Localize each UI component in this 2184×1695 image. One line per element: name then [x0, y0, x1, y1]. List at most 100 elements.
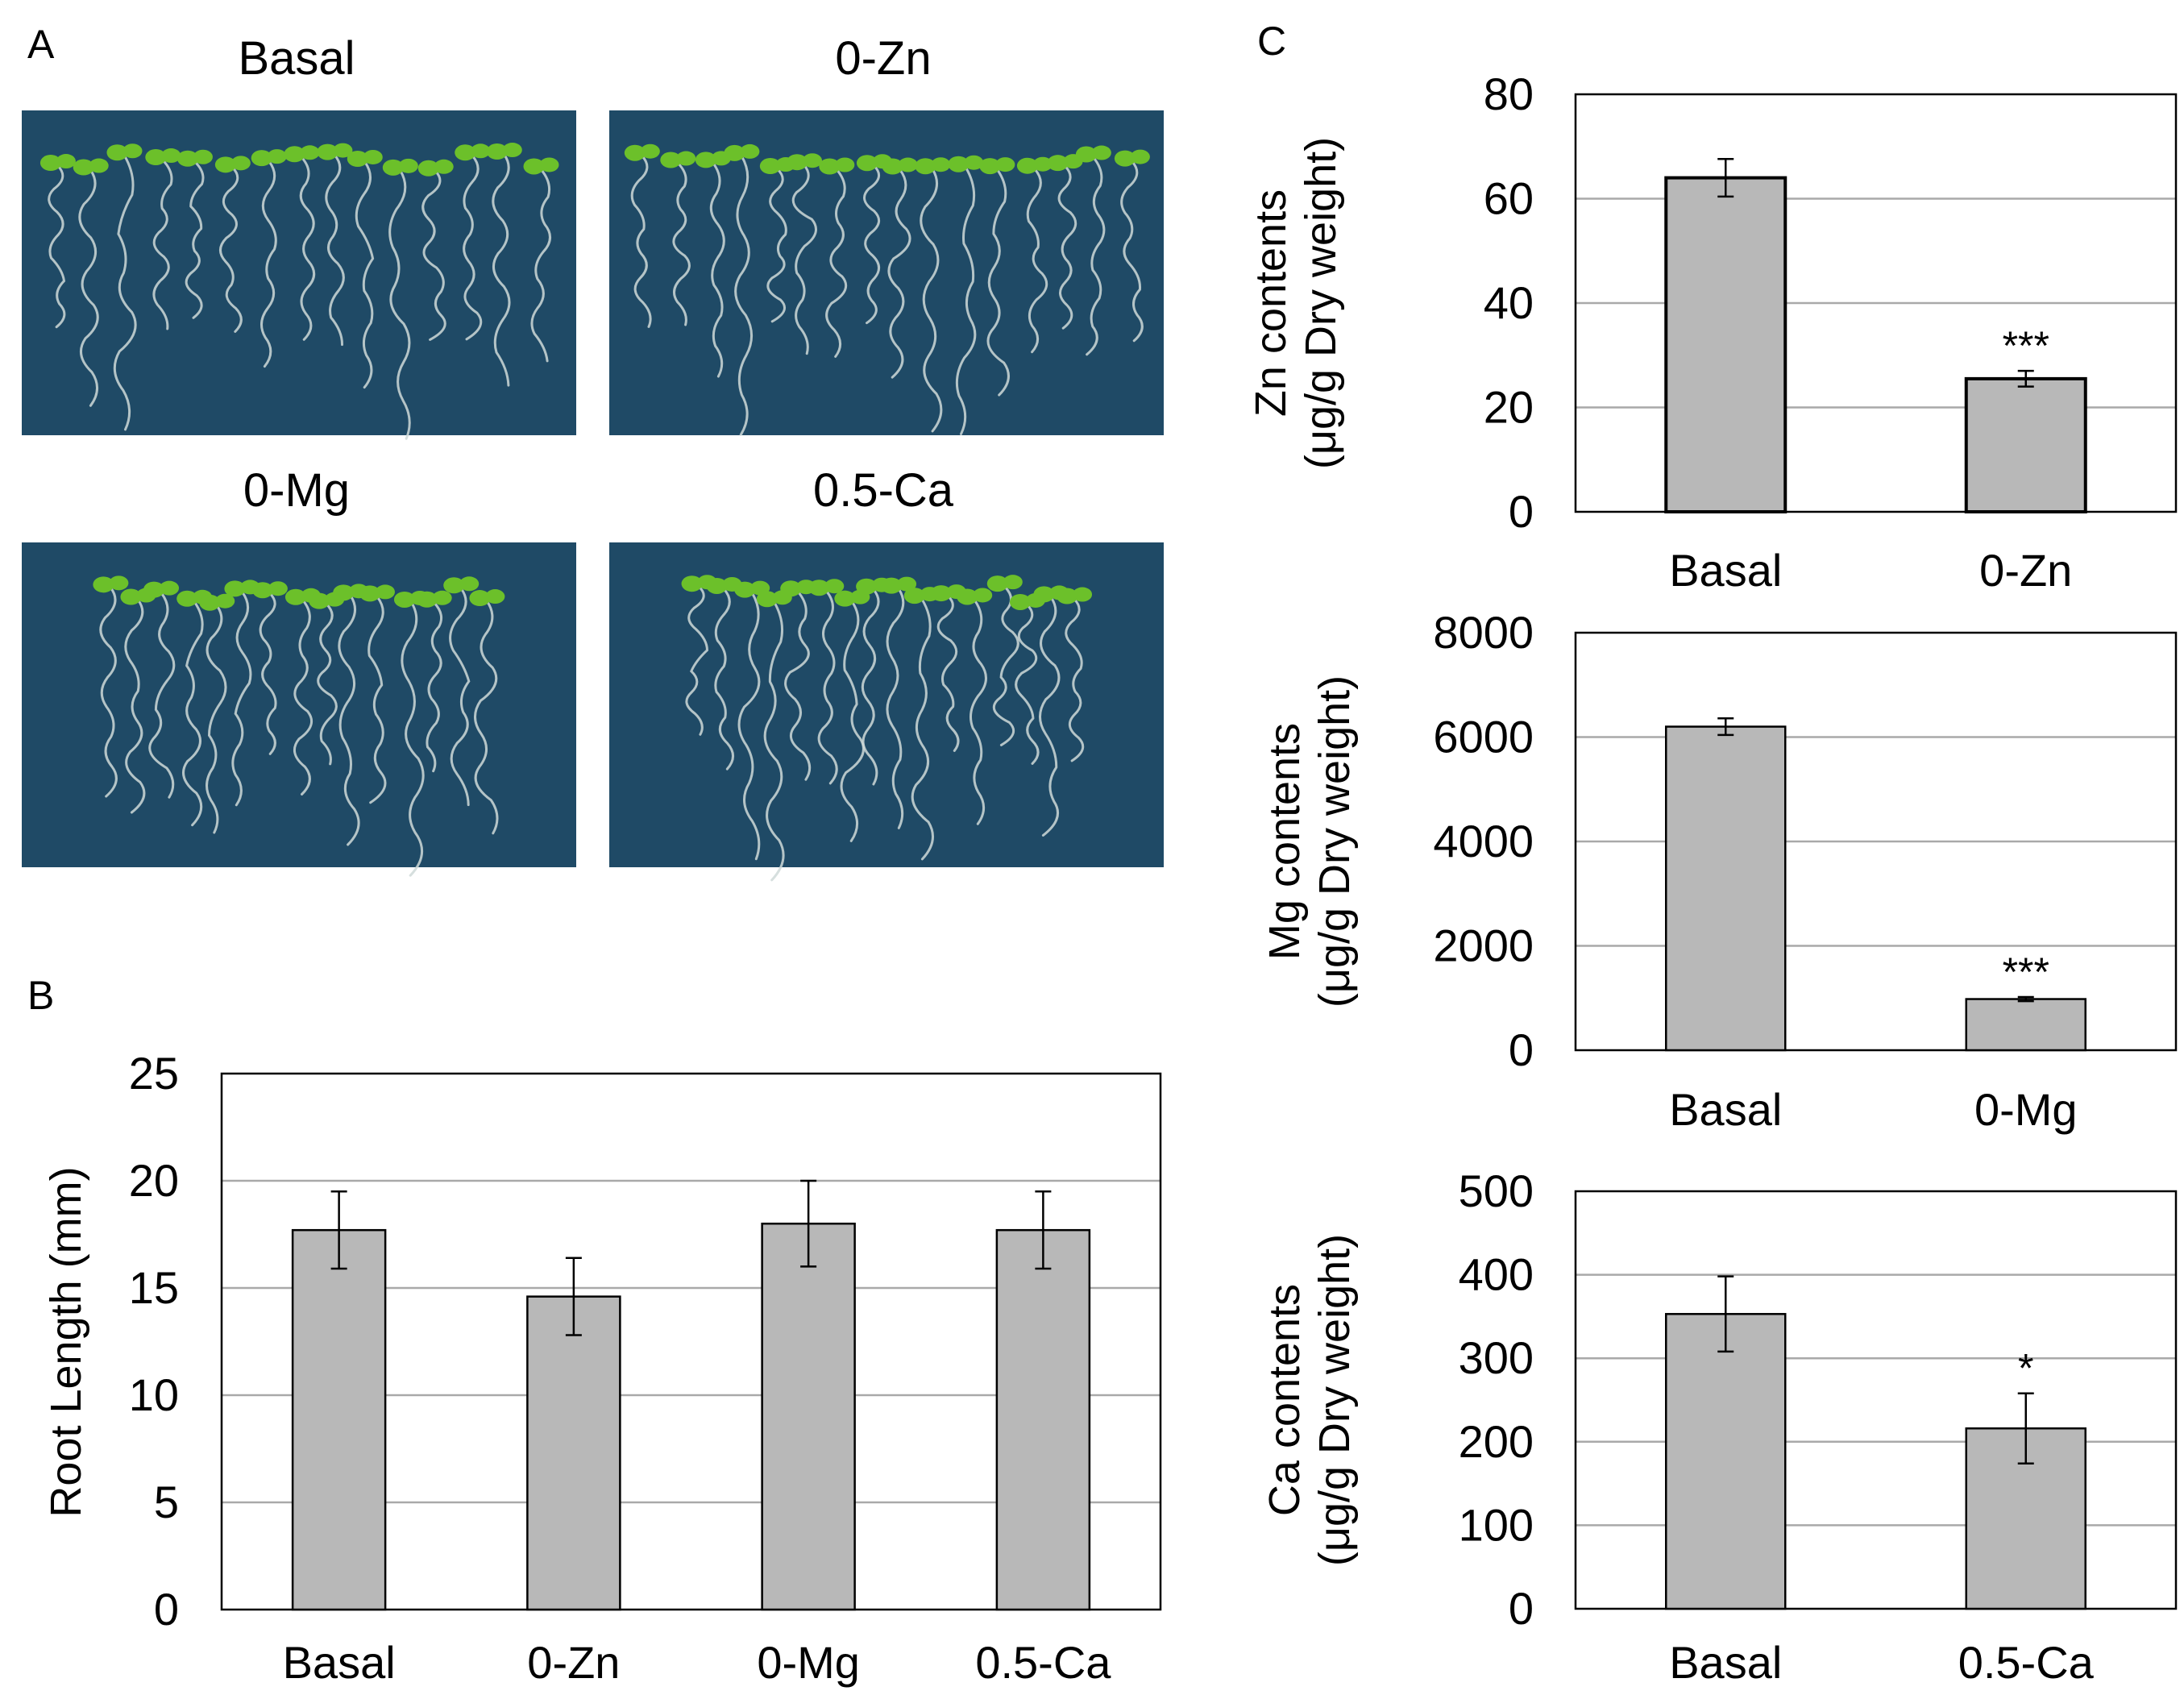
seedling-leaf: [1003, 575, 1023, 590]
seedling-leaf: [417, 160, 439, 177]
y-axis-label-line-1: Mg contents: [1260, 723, 1309, 960]
seedling-root: [737, 592, 761, 861]
seedling-root: [1120, 160, 1144, 343]
seedling-leaf: [120, 588, 142, 605]
seedling-leaf: [39, 155, 61, 172]
seedling-root: [685, 585, 709, 736]
seedling-root: [1015, 604, 1040, 765]
seedling-leaf: [309, 592, 330, 609]
seedling-leaf: [931, 157, 951, 172]
seedling-leaf: [624, 144, 646, 161]
plot-frame: [1574, 1190, 2178, 1610]
seedling-root: [492, 153, 511, 387]
seedling-leaf: [948, 156, 970, 172]
y-tick-label: 4000: [1433, 816, 1534, 866]
y-axis-label: Ca contents(μg/g Dry weight): [1260, 1234, 1359, 1566]
seedling-root: [401, 601, 425, 877]
seedling-leaf: [898, 157, 918, 172]
seedling-leaf: [160, 580, 180, 596]
seedling-root: [48, 164, 66, 329]
seedling-photo-0-zn: [609, 110, 1164, 436]
category-label-0-zn: 0-Zn: [527, 1637, 620, 1688]
seedling-root: [630, 155, 652, 328]
seedling-leaf: [903, 588, 925, 604]
seedling-leaf: [317, 143, 338, 160]
seedling-leaf: [930, 585, 952, 602]
zn-contents-chart: 0 20 40 60 80 Basal 0-Zn *** Zn contents(μg/g Dr…: [1247, 69, 2178, 596]
agar-plate: [22, 110, 576, 435]
seedling-leaf: [455, 144, 476, 161]
seedling-leaf: [973, 588, 993, 603]
panel-letter-c: C: [1257, 19, 1286, 64]
photo-title-0-5-ca: 0.5-Ca: [813, 464, 954, 517]
seedling-leaf: [1114, 150, 1136, 167]
seedling-root: [1057, 164, 1077, 330]
y-tick-label: 15: [129, 1262, 179, 1313]
seedling-leaf: [284, 588, 306, 605]
seedling-leaf: [1130, 149, 1150, 164]
seedling-root: [299, 156, 316, 341]
plot-frame: [1574, 93, 2178, 513]
seedling-leaf: [284, 146, 305, 163]
seedling-leaf: [957, 588, 978, 605]
photo-title-basal: Basal: [238, 32, 355, 85]
seedling-leaf: [856, 155, 878, 172]
seedling-leaf: [1073, 587, 1093, 602]
y-tick-label: 20: [129, 1155, 179, 1206]
seedling-leaf: [109, 575, 129, 591]
seedling-leaf: [1032, 156, 1053, 172]
bar-basal: [1665, 725, 1787, 1052]
category-label-0-5-ca: 0.5-Ca: [1958, 1637, 2095, 1688]
seedling-leaf: [73, 159, 94, 176]
seedling-root: [426, 601, 443, 773]
y-axis-label: Mg contents(μg/g Dry weight): [1260, 675, 1359, 1007]
y-tick-label: 0: [154, 1584, 179, 1635]
seedling-leaf: [523, 158, 545, 175]
seedling-root: [338, 594, 360, 846]
y-tick-label: 8000: [1433, 607, 1534, 658]
seedling-root: [78, 169, 99, 407]
seedling-leaf: [145, 149, 167, 166]
category-label-basal: Basal: [283, 1637, 396, 1688]
seedling-leaf: [539, 157, 559, 172]
seedling-leaf: [176, 150, 198, 167]
seedling-leaf: [1075, 146, 1097, 163]
seedling-root: [206, 604, 227, 834]
seedling-leaf: [695, 152, 716, 168]
seedling-leaf: [443, 577, 465, 594]
seedling-root: [825, 168, 848, 358]
seedling-leaf: [224, 580, 246, 597]
seedling-leaf: [734, 581, 756, 598]
seedling-leaf: [268, 581, 288, 596]
seedling-leaf: [724, 144, 745, 161]
seedling-leaf: [819, 158, 841, 175]
category-label-basal: Basal: [1669, 1084, 1782, 1135]
seedling-photo-0-mg: [22, 542, 576, 877]
seedling-leaf: [964, 155, 984, 170]
category-label-basal: Basal: [1669, 545, 1782, 596]
seedling-root: [182, 600, 204, 827]
seedling-leaf: [740, 143, 760, 159]
category-label-0-mg: 0-Mg: [757, 1637, 860, 1688]
seedling-leaf: [897, 576, 917, 592]
seedling-leaf: [215, 593, 235, 609]
seedling-leaf: [676, 151, 696, 166]
seedling-leaf: [347, 150, 368, 167]
y-axis-label-line-1: Ca contents: [1260, 1284, 1309, 1516]
seedling-leaf: [214, 156, 236, 173]
seedling-leaf: [1091, 145, 1111, 160]
y-tick-label: 0: [1509, 486, 1534, 537]
seedling-leaf: [56, 154, 76, 169]
bar-0-zn: [1964, 376, 2087, 514]
seedling-leaf: [393, 591, 415, 608]
seedling-root: [969, 599, 987, 825]
bar-0-5-ca: [995, 1228, 1091, 1611]
y-tick-label: 500: [1459, 1165, 1534, 1216]
significance-marker: *: [2018, 1346, 2033, 1391]
seedling-root: [185, 160, 205, 319]
seedling-leaf: [881, 577, 903, 594]
seedling-root: [325, 154, 345, 347]
panel-letter-a: A: [27, 22, 55, 67]
seedling-leaf: [106, 144, 128, 161]
